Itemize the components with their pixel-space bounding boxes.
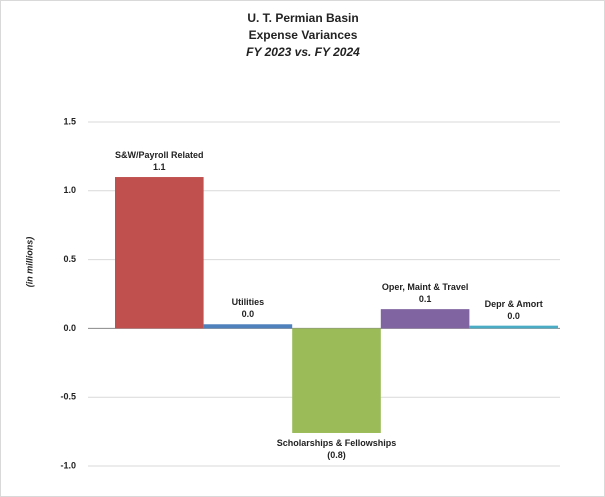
data-label: Oper, Maint & Travel 0.1 [365,281,485,305]
bar [380,309,470,329]
y-tick-label: 0.5 [63,254,76,264]
label-text: (0.8) [327,449,346,460]
bar [469,325,558,329]
chart-title: U. T. Permian Basin [247,11,358,25]
y-tick-label: 0.0 [63,323,76,333]
y-axis-label: (in millions) [24,237,34,288]
label-text: Utilities [231,297,265,308]
label-text: 0.0 [241,309,255,320]
label-text: 0.0 [507,310,520,321]
data-label: S&W/Payroll Related 1.1 [99,149,219,173]
label-text: Oper, Maint & Travel [381,282,469,293]
data-label: Utilities 0.0 [188,296,308,320]
y-tick-label: -1.0 [60,460,76,470]
bar [203,324,293,329]
label-text: 0.1 [418,294,432,305]
label-text: 1.1 [153,162,166,173]
bar [115,177,204,329]
y-tick-label: -0.5 [60,392,76,402]
y-tick-label: 1.5 [63,116,76,126]
label-text: Scholarships & Fellowships [276,437,397,448]
y-tick-label: 1.0 [63,185,76,195]
data-label: Depr & Amort 0.0 [454,298,574,322]
label-text: S&W/Payroll Related [115,150,204,161]
data-label: Scholarships & Fellowships (0.8) [277,437,397,461]
chart-title: Expense Variances [249,28,358,42]
label-text: Depr & Amort [484,298,543,309]
chart-subtitle: FY 2023 vs. FY 2024 [246,45,360,59]
bar [292,328,381,433]
